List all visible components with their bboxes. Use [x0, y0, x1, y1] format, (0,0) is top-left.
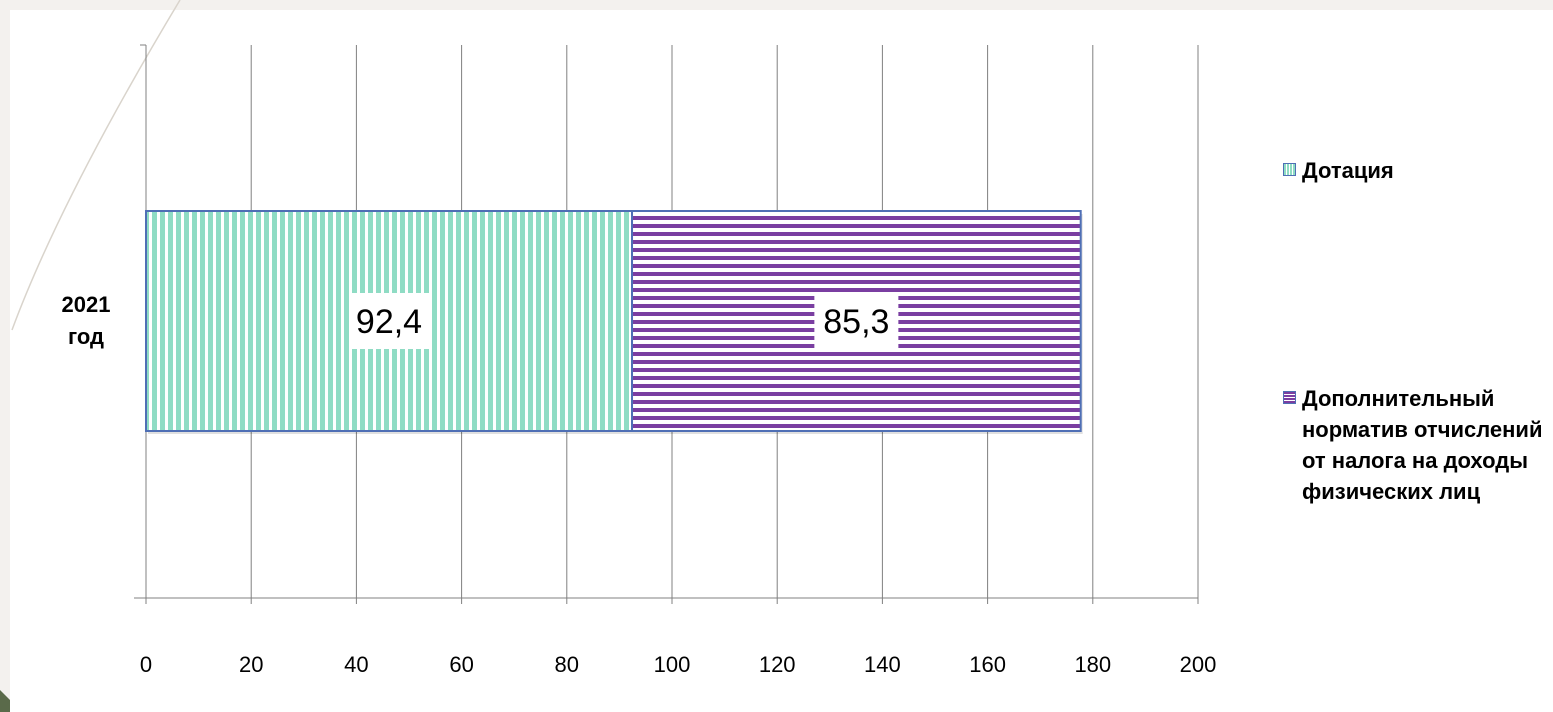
data-labels: 92,4 85,3 — [349, 293, 899, 349]
x-tick-label: 0 — [140, 652, 152, 677]
data-label: 85,3 — [823, 303, 889, 341]
data-label-bg — [349, 293, 430, 349]
data-label-bg — [814, 293, 899, 349]
x-tick-label: 180 — [1074, 652, 1111, 677]
legend-label-dotation: Дотация — [1302, 158, 1394, 183]
legend-label-additional-norm: Дополнительный норматив отчислений от на… — [1302, 386, 1543, 504]
x-tick-label: 40 — [344, 652, 368, 677]
x-tick-label: 120 — [759, 652, 796, 677]
category-label: 2021 год — [62, 292, 111, 349]
bars — [145, 210, 1083, 434]
x-tick-label: 140 — [864, 652, 901, 677]
x-tick-label: 80 — [555, 652, 579, 677]
x-tick-label: 200 — [1180, 652, 1217, 677]
x-tick-label: 60 — [449, 652, 473, 677]
x-tick-label: 160 — [969, 652, 1006, 677]
x-tick-label: 20 — [239, 652, 263, 677]
x-tick-label: 100 — [654, 652, 691, 677]
category-label-line: 2021 — [62, 292, 111, 317]
category-labels: 2021 год — [62, 292, 111, 349]
legend-swatch-additional-norm — [1283, 391, 1296, 404]
legend-swatch-dotation — [1283, 163, 1296, 176]
category-label-line: год — [68, 324, 104, 349]
data-label: 92,4 — [356, 303, 422, 341]
x-tick-labels: 0 20 40 60 80 100 120 140 160 180 200 — [140, 652, 1216, 677]
